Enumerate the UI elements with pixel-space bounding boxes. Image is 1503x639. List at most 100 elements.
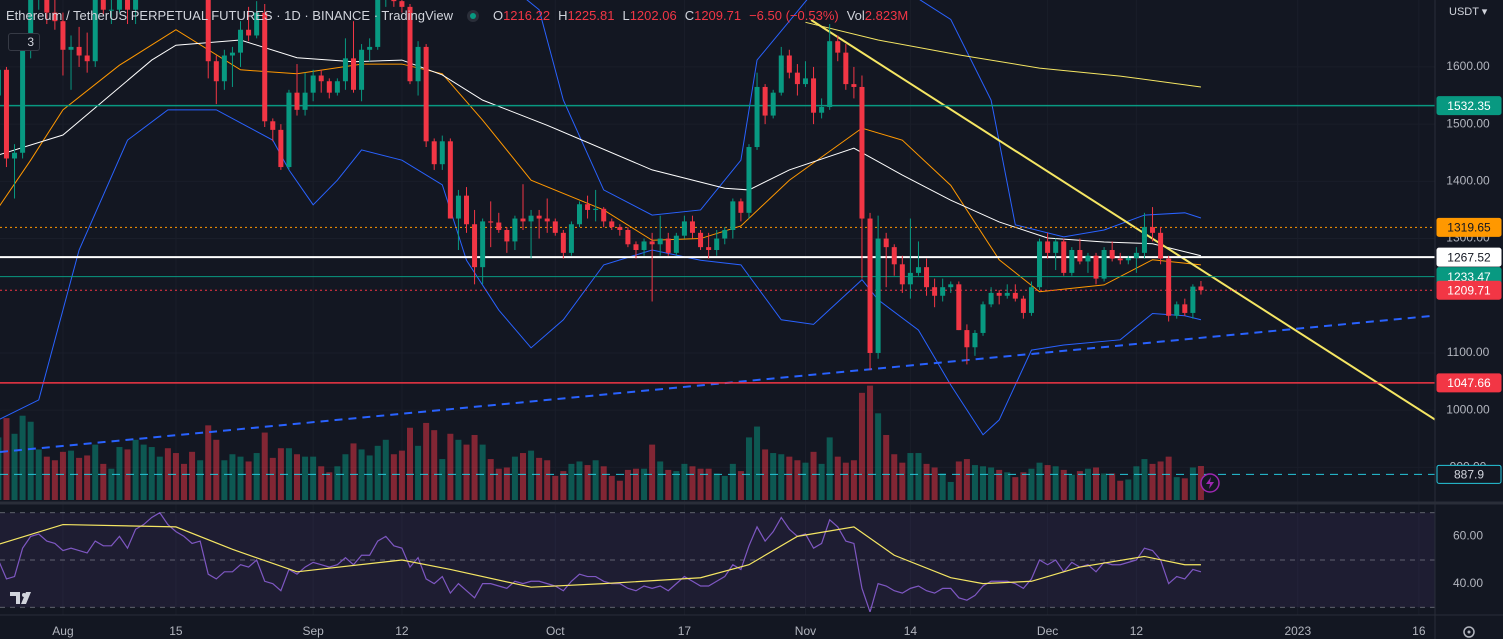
currency-select[interactable]: USDT ▾ <box>1449 6 1488 18</box>
volume-bar <box>108 468 115 500</box>
volume-bar <box>1093 467 1100 500</box>
volume-bar <box>285 448 292 500</box>
volume-bar <box>778 454 785 500</box>
candle-body <box>706 247 712 250</box>
candle-body <box>851 84 857 87</box>
x-tick-label: Sep <box>302 624 324 638</box>
candle-body <box>100 0 106 10</box>
candle-body <box>238 29 244 53</box>
candle-body <box>996 292 1002 296</box>
volume-bar <box>899 462 906 500</box>
alert-icon[interactable] <box>1200 473 1220 493</box>
volume-bar <box>737 471 744 500</box>
axes: Aug15Sep12Oct17Nov14Dec12202316900.00100… <box>52 59 1502 638</box>
volume-bar <box>1084 468 1091 500</box>
volume-bar <box>770 453 777 500</box>
y-tick-label: 1500.00 <box>1446 116 1490 130</box>
volume-bar <box>1028 468 1035 500</box>
volume-bar <box>1036 462 1043 500</box>
candle-body <box>221 55 227 82</box>
candle-body <box>948 284 954 288</box>
candle-body <box>415 46 421 82</box>
candle-body <box>980 304 986 333</box>
candle-body <box>689 221 695 233</box>
price-label-box <box>1436 247 1502 267</box>
grid <box>0 0 1435 615</box>
price-label: 1209.71 <box>1447 283 1491 297</box>
ohlc-label: O <box>492 8 504 23</box>
volume-bar <box>1157 461 1164 500</box>
candle-body <box>229 52 235 56</box>
candle-body <box>28 0 34 47</box>
volume-bar <box>140 444 147 500</box>
ohlc-label: H <box>558 8 568 23</box>
volume-bar <box>68 450 75 500</box>
volume-bar <box>205 425 212 500</box>
volume-bar <box>382 439 389 500</box>
candle-body <box>342 58 348 82</box>
indicator-line <box>805 21 1202 88</box>
volume-bar <box>519 453 526 500</box>
candle-body <box>205 0 211 62</box>
candle-body <box>859 86 865 219</box>
candle-body <box>907 272 913 285</box>
candle-body <box>722 229 728 239</box>
candle-body <box>1109 250 1115 259</box>
volume-bar <box>511 456 518 500</box>
candle-body <box>681 221 687 236</box>
volume-bar <box>100 463 107 500</box>
candle-body <box>617 227 623 230</box>
candle-body <box>835 41 841 53</box>
volume-bar <box>826 437 833 500</box>
volume-bar <box>834 456 841 500</box>
x-tick-label: 17 <box>678 624 692 638</box>
symbol-title[interactable]: Ethereum / TetherUS PERPETUAL FUTURES · … <box>6 8 453 23</box>
candle-body <box>1028 287 1034 313</box>
candle-body <box>1174 304 1180 316</box>
candle-body <box>1150 227 1156 233</box>
volume-bar <box>1189 467 1196 500</box>
volume-bar <box>955 461 962 500</box>
candle-body <box>665 238 671 253</box>
candle-body <box>1037 241 1043 288</box>
volume-bar <box>197 460 204 500</box>
price-label-box <box>1436 373 1502 393</box>
volume-bar <box>172 453 179 500</box>
volume-bar <box>842 462 849 500</box>
volume-bar <box>148 447 155 500</box>
indicator-toggle[interactable]: 3 <box>8 33 40 51</box>
volume-bar <box>1060 469 1067 500</box>
price-label: 1233.47 <box>1447 270 1491 284</box>
volume-bar <box>1117 480 1124 500</box>
candle-body <box>1061 241 1067 273</box>
volume-bar <box>358 449 365 500</box>
volume-bar <box>705 468 712 500</box>
candle-body <box>520 218 526 222</box>
volume-bar <box>3 418 10 500</box>
volume-bar <box>342 454 349 500</box>
candle-body <box>698 232 704 248</box>
candle-body <box>964 330 970 348</box>
volume-bar <box>1165 456 1172 500</box>
candle-body <box>576 204 582 225</box>
candle-body <box>1093 255 1099 279</box>
candle-body <box>819 106 825 113</box>
settings-icon[interactable] <box>1463 626 1475 638</box>
volume-bar <box>229 454 236 500</box>
volume-bar <box>576 461 583 500</box>
candle-body <box>1198 286 1204 291</box>
rsi-line <box>0 511 1202 612</box>
candle-body <box>262 12 268 122</box>
legend: Ethereum / TetherUS PERPETUAL FUTURES · … <box>6 8 908 23</box>
candle-body <box>278 129 284 168</box>
candle-body <box>1004 292 1010 296</box>
candle-body <box>883 238 889 248</box>
candle-body <box>213 61 219 82</box>
volume-bar <box>213 439 220 500</box>
volume-bar <box>27 421 34 500</box>
volume-bar <box>713 473 720 500</box>
volume-bar <box>1125 479 1132 500</box>
volume-bar <box>181 463 188 500</box>
volume-bar <box>245 461 252 500</box>
